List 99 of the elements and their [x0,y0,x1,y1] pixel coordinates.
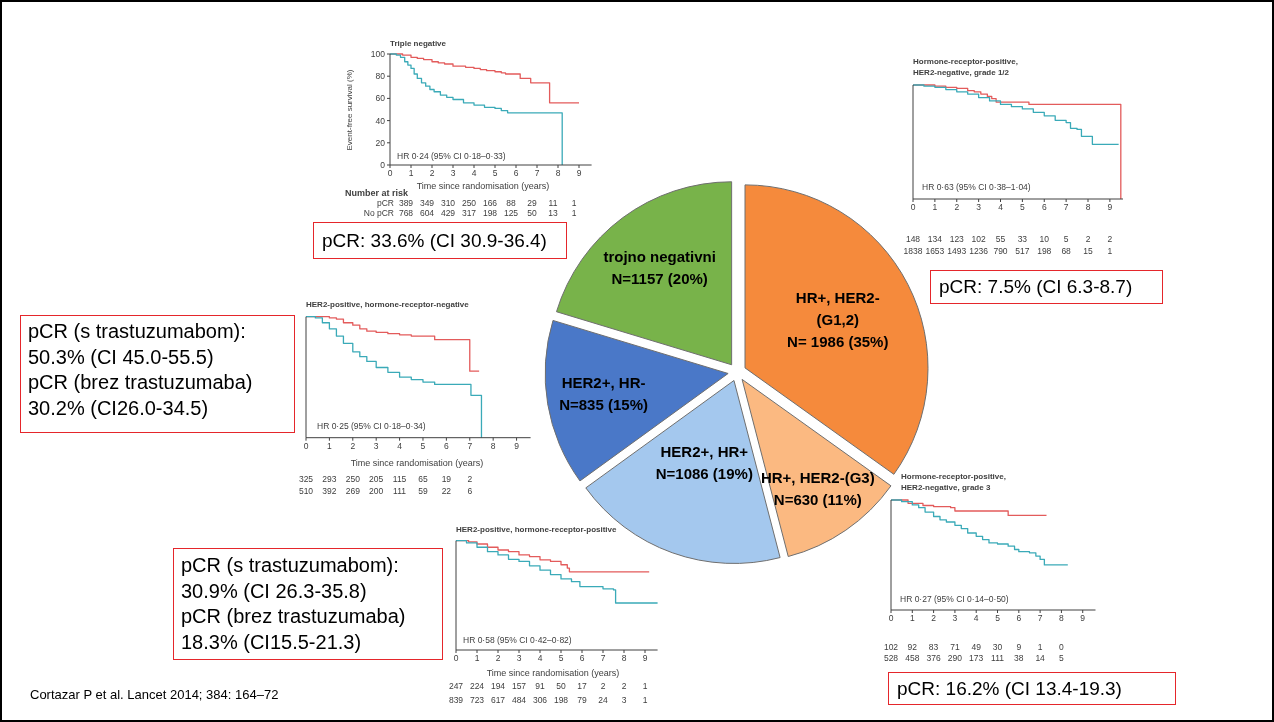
x-tick-label: 7 [467,440,473,451]
y-tick-label: 40 [375,115,386,126]
text: 839 723 617 484 306 198 79 24 3 1 [448,695,648,706]
x-tick-label: 3 [516,653,522,664]
x-axis-title: Time since randomisation (years) [350,457,484,469]
text: 148 134 123 102 55 33 10 5 2 2 [905,234,1113,245]
x-tick-label: 9 [1107,202,1113,213]
x-tick-label: 7 [1063,202,1069,213]
annotation: HR 0·58 (95% CI 0·42–0·82) [463,635,572,646]
x-tick-label: 6 [513,168,519,179]
text: 325 293 250 205 115 65 19 2 [298,474,473,485]
text: pCR [376,198,394,209]
x-tick-label: 7 [1037,613,1043,624]
text: Cortazar P et al. Lancet 2014; 384: 164–72 [30,686,279,703]
x-tick-label: 2 [495,653,501,664]
x-tick-label: 2 [931,613,937,624]
x-tick-label: 1 [408,168,414,179]
x-tick-label: 5 [995,613,1001,624]
x-tick-label: 5 [492,168,498,179]
x-tick-label: 0 [910,202,916,213]
y-axis-title: Event-free survival (%) [344,69,355,151]
x-tick-label: 9 [514,440,520,451]
x-tick-label: 0 [303,440,309,451]
x-tick-label: 2 [429,168,435,179]
x-tick-label: 8 [490,440,496,451]
x-tick-label: 9 [642,653,648,664]
x-tick-label: 7 [534,168,540,179]
slice-label: HR+, HER2-(G3) [760,469,875,487]
x-axis-title: Time since randomisation (years) [416,180,550,192]
x-tick-label: 0 [453,653,459,664]
data-label: N=835 (15%) [559,396,649,414]
x-tick-label: 4 [471,168,477,179]
x-tick-label: 1 [474,653,480,664]
x-tick-label: 5 [420,440,426,451]
data-label: N= 1986 (35%) [787,333,889,351]
y-tick-label: 20 [375,137,386,148]
chart-title: HER2-positive, hormone-receptor-positive [456,524,617,535]
text: pCR (s trastuzumabom): 50.3% (CI 45.0-55.5) pCR (brez trastuzumaba) 30.2% (CI26.0-34.5) [28,319,253,421]
x-tick-label: 9 [1080,613,1086,624]
slice-label: HER2+, HR+ [660,443,749,461]
data-label: N=1157 (20%) [611,269,708,287]
x-tick-label: 5 [1020,202,1026,213]
text: 389 349 310 250 166 88 29 11 1 [398,198,577,209]
x-tick-label: 6 [579,653,585,664]
x-tick-label: 6 [444,440,450,451]
text: pCR (s trastuzumabom): 30.9% (CI 26.3-35.8) pCR (brez trastuzumaba) 18.3% (CI15.5-21.3) [181,553,406,656]
x-tick-label: 1 [327,440,333,451]
x-tick-label: 9 [576,168,582,179]
x-tick-label: 8 [621,653,627,664]
x-tick-label: 4 [973,613,979,624]
data-label: N=1086 (19%) [655,465,753,483]
text: pCR: 16.2% (CI 13.4-19.3) [897,677,1122,700]
x-tick-label: 3 [373,440,379,451]
text: Number at risk [345,187,409,199]
annotation: HR 0·24 (95% CI 0·18–0·33) [397,151,506,162]
x-tick-label: 1 [932,202,938,213]
x-tick-label: 2 [954,202,960,213]
slice-label: HER2+, HR- [561,374,646,392]
x-tick-label: 4 [998,202,1004,213]
chart-title: Hormone-receptor-positive, HER2-negative, grade 3 [901,471,1006,493]
chart-title: Triple negative [390,38,447,49]
text: No pCR [363,208,394,219]
y-tick-label: 0 [380,160,386,171]
slice-label: trojno negativni [603,247,716,265]
slice-label: HR+, HER2- (G1,2) [795,289,880,329]
data-label: N=630 (11%) [773,491,862,509]
x-tick-label: 4 [397,440,403,451]
x-tick-label: 7 [600,653,606,664]
x-tick-label: 8 [1059,613,1065,624]
x-tick-label: 3 [952,613,958,624]
x-tick-label: 6 [1041,202,1047,213]
annotation: HR 0·27 (95% CI 0·14–0·50) [900,594,1009,605]
chart-title: Hormone-receptor-positive, HER2-negative, grade 1/2 [913,56,1018,78]
text: 1838 1653 1493 1236 790 517 198 68 15 1 [903,246,1113,257]
x-tick-label: 8 [555,168,561,179]
text: pCR: 7.5% (CI 6.3-8.7) [939,276,1133,298]
text: pCR: 33.6% (CI 30.9-36.4) [322,229,547,252]
x-tick-label: 4 [537,653,543,664]
text: 528 458 376 290 173 111 38 14 5 [883,653,1064,664]
x-tick-label: 2 [350,440,356,451]
text: 768 604 429 317 198 125 50 13 1 [398,208,577,219]
text: 247 224 194 157 91 50 17 2 2 1 [448,681,648,692]
y-tick-label: 100 [370,49,386,60]
y-tick-label: 80 [375,71,386,82]
annotation: HR 0·25 (95% CI 0·18–0·34) [317,421,426,432]
text: 510 392 269 200 111 59 22 6 [298,486,473,497]
x-tick-label: 0 [387,168,393,179]
x-axis-title: Time since randomisation (years) [486,667,620,679]
x-tick-label: 8 [1085,202,1091,213]
x-tick-label: 3 [976,202,982,213]
text: 102 92 83 71 49 30 9 1 0 [883,642,1064,653]
x-tick-label: 1 [909,613,915,624]
x-tick-label: 5 [558,653,564,664]
annotation: HR 0·63 (95% CI 0·38–1·04) [922,182,1031,193]
x-tick-label: 0 [888,613,894,624]
x-tick-label: 3 [450,168,456,179]
y-tick-label: 60 [375,93,386,104]
chart-title: HER2-positive, hormone-receptor-negative [306,299,469,310]
x-tick-label: 6 [1016,613,1022,624]
